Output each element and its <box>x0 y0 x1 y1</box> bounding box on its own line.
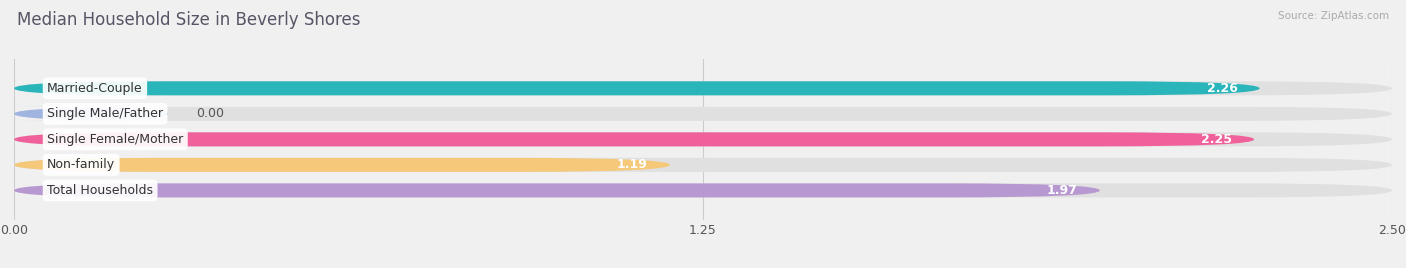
Text: 0.00: 0.00 <box>195 107 224 120</box>
Text: Median Household Size in Beverly Shores: Median Household Size in Beverly Shores <box>17 11 360 29</box>
FancyBboxPatch shape <box>14 132 1392 146</box>
FancyBboxPatch shape <box>14 158 669 172</box>
FancyBboxPatch shape <box>14 107 169 121</box>
FancyBboxPatch shape <box>14 107 1392 121</box>
FancyBboxPatch shape <box>14 183 1099 198</box>
Text: Married-Couple: Married-Couple <box>48 82 143 95</box>
Text: Non-family: Non-family <box>48 158 115 171</box>
FancyBboxPatch shape <box>14 81 1392 95</box>
Text: 1.19: 1.19 <box>617 158 648 171</box>
Text: 2.26: 2.26 <box>1206 82 1237 95</box>
Text: Source: ZipAtlas.com: Source: ZipAtlas.com <box>1278 11 1389 21</box>
Text: Single Male/Father: Single Male/Father <box>48 107 163 120</box>
FancyBboxPatch shape <box>14 183 1392 198</box>
Text: Total Households: Total Households <box>48 184 153 197</box>
FancyBboxPatch shape <box>14 81 1260 95</box>
Text: 1.97: 1.97 <box>1047 184 1078 197</box>
FancyBboxPatch shape <box>14 158 1392 172</box>
Text: 2.25: 2.25 <box>1201 133 1232 146</box>
FancyBboxPatch shape <box>14 132 1254 146</box>
Text: Single Female/Mother: Single Female/Mother <box>48 133 183 146</box>
